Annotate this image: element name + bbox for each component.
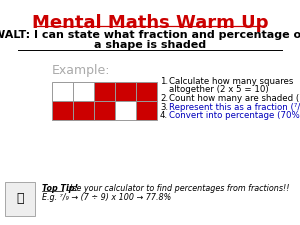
- Bar: [115, 101, 136, 120]
- Text: a shape is shaded: a shape is shaded: [94, 40, 206, 50]
- Text: 4.: 4.: [160, 111, 168, 120]
- Text: Represent this as a fraction (⁷/₁₀): Represent this as a fraction (⁷/₁₀): [169, 103, 300, 112]
- Text: Use your calculator to find percentages from fractions!!: Use your calculator to find percentages …: [64, 184, 290, 193]
- Text: 1.: 1.: [160, 77, 168, 86]
- Text: Top Tip!: Top Tip!: [42, 184, 78, 193]
- Text: Mental Maths Warm Up: Mental Maths Warm Up: [32, 14, 268, 32]
- Bar: [73, 82, 94, 101]
- Text: Count how many are shaded (7): Count how many are shaded (7): [169, 94, 300, 103]
- Text: Example:: Example:: [52, 64, 110, 77]
- Bar: [94, 101, 115, 120]
- Bar: [136, 82, 157, 101]
- Text: altogether (2 x 5 = 10): altogether (2 x 5 = 10): [169, 86, 268, 94]
- Bar: [94, 82, 115, 101]
- Text: 📚: 📚: [16, 193, 24, 205]
- Bar: [73, 101, 94, 120]
- Bar: [52, 82, 73, 101]
- Text: Convert into percentage (70%): Convert into percentage (70%): [169, 111, 300, 120]
- Text: E.g. ⁷/₉ → (7 ÷ 9) x 100 → 77.8%: E.g. ⁷/₉ → (7 ÷ 9) x 100 → 77.8%: [42, 193, 171, 202]
- Text: Calculate how many squares: Calculate how many squares: [169, 77, 293, 86]
- Text: 3.: 3.: [160, 103, 168, 112]
- Text: WALT: I can state what fraction and percentage of: WALT: I can state what fraction and perc…: [0, 30, 300, 40]
- Bar: [136, 101, 157, 120]
- Bar: [115, 82, 136, 101]
- Bar: [5, 182, 35, 216]
- Bar: [52, 101, 73, 120]
- Text: 2.: 2.: [160, 94, 168, 103]
